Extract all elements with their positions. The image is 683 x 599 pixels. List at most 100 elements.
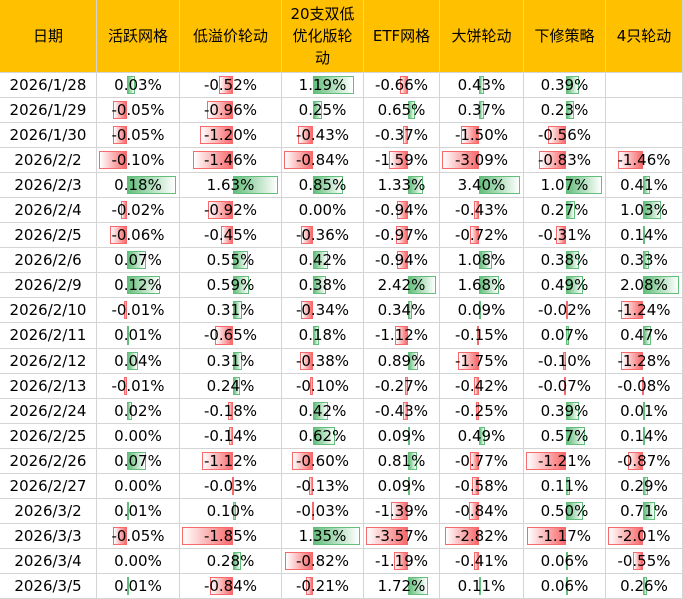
cell-text: -0.87% bbox=[617, 451, 671, 470]
data-bar bbox=[228, 401, 234, 420]
data-bar bbox=[566, 476, 570, 495]
cell-text: -1.75% bbox=[454, 351, 509, 370]
value-cell: 0.50% bbox=[524, 498, 606, 524]
value-cell: 2.42% bbox=[364, 273, 440, 299]
data-bar bbox=[229, 426, 234, 445]
value-cell: -0.42% bbox=[440, 373, 524, 399]
data-bar bbox=[313, 326, 320, 345]
value-cell: 0.33% bbox=[606, 248, 683, 274]
cell-text: 0.24% bbox=[206, 376, 255, 395]
value-cell: 0.07% bbox=[524, 323, 606, 349]
data-bar bbox=[313, 276, 327, 295]
cell-text: 2026/2/2 bbox=[14, 151, 82, 170]
cell-text: 2026/1/30 bbox=[9, 126, 87, 145]
data-bar bbox=[126, 251, 146, 270]
cell-text: 0.39% bbox=[540, 76, 589, 95]
cell-text: 0.89% bbox=[377, 351, 426, 370]
date-cell: 2026/3/5 bbox=[0, 573, 97, 599]
data-bar bbox=[407, 476, 410, 495]
value-cell: 0.28% bbox=[180, 548, 282, 574]
cell-text: -0.56% bbox=[537, 126, 592, 145]
value-cell: -0.56% bbox=[524, 123, 606, 149]
data-bar bbox=[479, 76, 485, 95]
value-cell: -0.01% bbox=[97, 298, 180, 324]
data-bar bbox=[126, 351, 138, 370]
value-cell: 0.23% bbox=[524, 98, 606, 124]
value-cell bbox=[606, 73, 683, 99]
data-bar bbox=[199, 126, 234, 145]
value-cell: -0.37% bbox=[364, 123, 440, 149]
value-cell: -0.87% bbox=[606, 448, 683, 474]
value-cell: 0.49% bbox=[524, 273, 606, 299]
data-bar bbox=[566, 576, 569, 595]
cell-text: -3.09% bbox=[454, 151, 509, 170]
data-bar bbox=[477, 326, 480, 345]
cell-text: 0.26% bbox=[620, 576, 668, 595]
data-bar bbox=[126, 576, 130, 595]
data-bar bbox=[642, 501, 656, 520]
cell-text: -0.82% bbox=[295, 551, 350, 570]
value-cell: 0.65% bbox=[364, 98, 440, 124]
cell-text: -0.43% bbox=[374, 401, 429, 420]
cell-text: 0.10% bbox=[206, 501, 255, 520]
cell-text: -0.03% bbox=[203, 476, 258, 495]
data-bar bbox=[126, 501, 130, 520]
date-cell: 2026/1/29 bbox=[0, 98, 97, 124]
value-cell: -0.05% bbox=[97, 98, 180, 124]
value-cell: -0.01% bbox=[97, 373, 180, 399]
cell-text: 0.06% bbox=[540, 576, 589, 595]
data-bar bbox=[407, 426, 410, 445]
cell-text: 0.00% bbox=[114, 476, 162, 495]
cell-text: 2026/2/26 bbox=[9, 451, 87, 470]
cell-text: 0.02% bbox=[114, 401, 162, 420]
date-cell: 2026/2/5 bbox=[0, 223, 97, 249]
value-cell: -0.60% bbox=[282, 448, 364, 474]
data-bar bbox=[112, 526, 127, 545]
value-cell: -0.10% bbox=[524, 348, 606, 374]
cell-text: -0.15% bbox=[454, 326, 509, 345]
column-header: 下修策略 bbox=[524, 0, 606, 73]
data-bar bbox=[527, 526, 567, 545]
value-cell: 0.29% bbox=[606, 473, 683, 499]
column-header: 大饼轮动 bbox=[440, 0, 524, 73]
value-cell: -0.92% bbox=[180, 198, 282, 224]
value-cell: 0.41% bbox=[606, 173, 683, 199]
value-cell: -0.10% bbox=[97, 148, 180, 174]
value-cell: 1.07% bbox=[524, 173, 606, 199]
value-cell: 0.38% bbox=[282, 273, 364, 299]
value-cell: -0.55% bbox=[606, 548, 683, 574]
value-cell: -0.38% bbox=[282, 348, 364, 374]
value-cell: 2.08% bbox=[606, 273, 683, 299]
data-bar bbox=[202, 451, 234, 470]
data-bar bbox=[566, 326, 569, 345]
value-cell: 0.47% bbox=[606, 323, 683, 349]
cell-text: 0.09% bbox=[457, 301, 506, 320]
data-bar bbox=[313, 76, 355, 95]
data-bar bbox=[182, 526, 234, 545]
date-cell: 2026/2/2 bbox=[0, 148, 97, 174]
data-bar bbox=[547, 126, 567, 145]
data-bar bbox=[389, 151, 408, 170]
data-bar bbox=[470, 226, 480, 245]
data-bar bbox=[404, 376, 408, 395]
cell-text: -0.43% bbox=[454, 201, 509, 220]
cell-text: -1.12% bbox=[374, 326, 429, 345]
data-bar bbox=[112, 101, 127, 120]
cell-text: 1.68% bbox=[457, 276, 506, 295]
cell-text: 0.27% bbox=[540, 201, 589, 220]
value-cell: 0.37% bbox=[440, 98, 524, 124]
cell-text: -0.65% bbox=[203, 326, 258, 345]
date-cell: 2026/3/2 bbox=[0, 498, 97, 524]
value-cell: -1.24% bbox=[606, 298, 683, 324]
cell-text: 0.12% bbox=[114, 276, 162, 295]
data-bar bbox=[284, 151, 314, 170]
cell-text: -1.46% bbox=[617, 151, 671, 170]
cell-text: -1.85% bbox=[203, 526, 258, 545]
cell-text: 0.04% bbox=[114, 351, 162, 370]
value-cell: 1.72% bbox=[364, 573, 440, 599]
data-bar bbox=[407, 301, 412, 320]
value-cell: -1.59% bbox=[364, 148, 440, 174]
value-cell: 0.12% bbox=[97, 273, 180, 299]
value-cell: 0.31% bbox=[180, 348, 282, 374]
data-bar bbox=[642, 251, 649, 270]
